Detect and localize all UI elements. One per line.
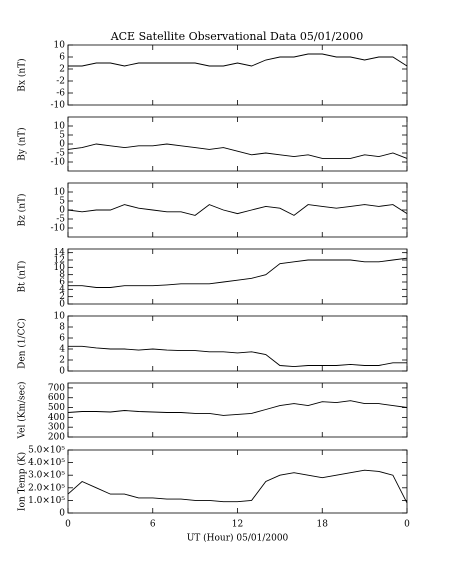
x-tick-label: 0 bbox=[404, 520, 410, 530]
data-line bbox=[67, 143, 408, 159]
y-tick-label: -10 bbox=[51, 101, 66, 111]
y-tick-label: 0 bbox=[59, 509, 65, 519]
y-axis-label: Ion Temp (K) bbox=[17, 452, 28, 511]
y-tick-label: 5 bbox=[59, 131, 65, 141]
y-tick-label: 3.0×10⁵ bbox=[28, 471, 65, 481]
y-tick-label: 2 bbox=[59, 356, 65, 366]
y-tick-label: 0 bbox=[59, 140, 65, 150]
y-tick-label: 14 bbox=[54, 248, 66, 258]
y-tick-label: 10 bbox=[54, 188, 66, 198]
data-line bbox=[68, 257, 408, 288]
plot-frame bbox=[67, 315, 408, 372]
y-tick-label: 6 bbox=[59, 278, 65, 288]
y-tick-label: -6 bbox=[56, 89, 65, 99]
y-tick-label: 700 bbox=[48, 383, 65, 393]
y-tick-label: 0 bbox=[59, 367, 65, 377]
y-tick-label: 4 bbox=[59, 285, 65, 295]
plot-frame bbox=[67, 248, 408, 305]
y-tick-label: 2 bbox=[59, 292, 65, 302]
y-tick-label: 1.0×10⁵ bbox=[28, 496, 65, 506]
y-tick-label: 400 bbox=[48, 413, 65, 423]
data-line bbox=[67, 400, 408, 416]
y-tick-label: 0 bbox=[59, 206, 65, 216]
y-axis-label: Bz (nT) bbox=[17, 193, 28, 226]
y-tick-label: 600 bbox=[48, 393, 65, 403]
y-tick-label: 5.0×10⁵ bbox=[28, 446, 65, 456]
y-tick-label: 8 bbox=[59, 270, 65, 280]
plot-frame bbox=[67, 182, 408, 238]
y-tick-label: 0 bbox=[59, 300, 65, 310]
plot-frame bbox=[67, 449, 408, 514]
y-tick-label: 2.0×10⁵ bbox=[28, 483, 65, 493]
y-tick-label: 4 bbox=[59, 345, 65, 355]
y-tick-label: 10 bbox=[54, 122, 66, 132]
y-axis-label: By (nT) bbox=[17, 127, 28, 160]
y-tick-label: -5 bbox=[56, 215, 65, 225]
y-tick-label: 4.0×10⁵ bbox=[28, 458, 65, 468]
plot-frame bbox=[67, 116, 408, 172]
y-tick-label: 8 bbox=[59, 323, 65, 333]
y-tick-label: 6 bbox=[59, 53, 65, 63]
y-tick-label: 12 bbox=[54, 256, 65, 266]
y-tick-label: 10 bbox=[54, 41, 66, 51]
data-line bbox=[67, 469, 408, 504]
y-tick-label: 2 bbox=[59, 65, 65, 75]
y-axis-label: Bt (nT) bbox=[17, 261, 28, 293]
chart-title: ACE Satellite Observational Data 05/01/2… bbox=[110, 30, 364, 43]
y-axis-label: Bx (nT) bbox=[17, 58, 28, 91]
y-tick-label: -10 bbox=[51, 224, 66, 234]
y-tick-label: 10 bbox=[54, 312, 66, 322]
y-tick-label: -2 bbox=[56, 77, 65, 87]
y-axis-label: Vel (Km/sec) bbox=[17, 381, 28, 439]
y-tick-label: 500 bbox=[48, 403, 65, 413]
y-tick-label: 200 bbox=[48, 433, 65, 443]
y-axis-label: Den (1/CC) bbox=[17, 318, 28, 369]
y-tick-label: 10 bbox=[54, 263, 66, 273]
y-tick-label: -10 bbox=[51, 158, 66, 168]
x-axis-label: UT (Hour) 05/01/2000 bbox=[187, 533, 289, 544]
y-tick-label: 300 bbox=[48, 423, 65, 433]
plot-frame bbox=[67, 382, 408, 438]
plot-frame bbox=[67, 44, 408, 106]
x-tick-label: 18 bbox=[317, 520, 329, 530]
data-line bbox=[68, 345, 407, 368]
data-line bbox=[68, 53, 408, 67]
y-tick-label: 5 bbox=[59, 197, 65, 207]
x-tick-label: 12 bbox=[232, 520, 243, 530]
x-tick-label: 6 bbox=[150, 520, 156, 530]
y-tick-label: -5 bbox=[56, 149, 65, 159]
y-tick-label: 6 bbox=[59, 334, 65, 344]
data-line bbox=[67, 204, 408, 216]
x-tick-label: 0 bbox=[65, 520, 71, 530]
